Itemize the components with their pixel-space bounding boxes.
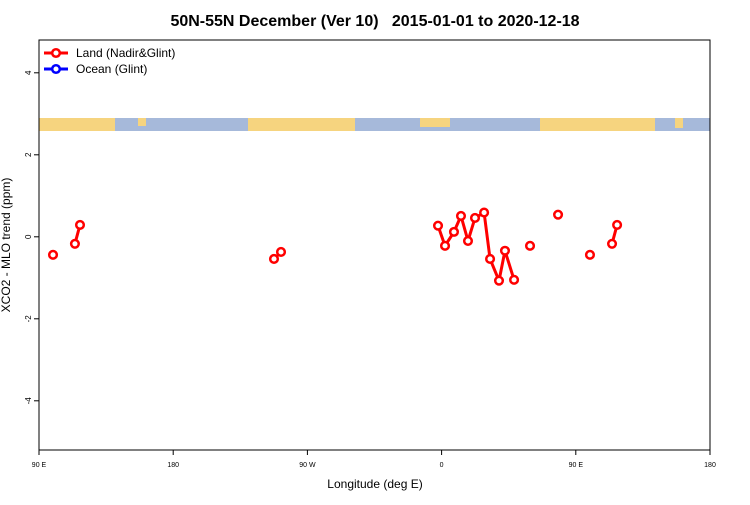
x-tick-label: 0 [440, 462, 444, 469]
data-point [509, 274, 520, 285]
y-tick-label: 0 [24, 234, 33, 239]
y-tick-label: 2 [24, 152, 33, 157]
data-point [439, 240, 451, 251]
data-point [462, 235, 474, 246]
data-point [479, 207, 490, 218]
data-point [493, 275, 505, 286]
legend-label: Ocean (Glint) [76, 62, 147, 76]
y-axis-label: XCO2 - MLO trend (ppm) [0, 178, 13, 313]
legend-label: Land (Nadir&Glint) [76, 46, 175, 60]
data-point [448, 226, 460, 237]
data-point [268, 253, 280, 264]
plot-frame [38, 39, 711, 451]
data-point [485, 253, 496, 264]
data-point [74, 219, 86, 230]
x-tick-label: 90 E [569, 462, 584, 469]
data-point [69, 238, 80, 249]
data-point [432, 220, 444, 231]
data-line [73, 211, 619, 283]
data-point [47, 249, 59, 260]
x-tick-label: 180 [167, 462, 179, 469]
x-axis-label: Longitude (deg E) [327, 477, 422, 491]
map-strip [39, 118, 710, 131]
data-point [275, 246, 287, 258]
legend-marker [50, 47, 62, 59]
data-point [612, 219, 623, 230]
data-point [524, 240, 536, 251]
x-tick-label: 180 [704, 462, 716, 469]
y-tick-label: -4 [24, 397, 33, 405]
x-tick-label: 90 W [299, 462, 316, 469]
x-tick-label: 90 E [32, 462, 47, 469]
chart-title: 50N-55N December (Ver 10) 2015-01-01 to … [170, 13, 579, 30]
y-tick-label: -2 [24, 315, 33, 323]
data-point [455, 210, 467, 221]
y-tick-label: 4 [24, 70, 33, 75]
data-point [606, 238, 618, 249]
data-point [499, 245, 511, 256]
legend-marker [50, 63, 62, 75]
data-point [584, 249, 596, 260]
data-point [469, 212, 481, 223]
data-point [553, 209, 564, 220]
